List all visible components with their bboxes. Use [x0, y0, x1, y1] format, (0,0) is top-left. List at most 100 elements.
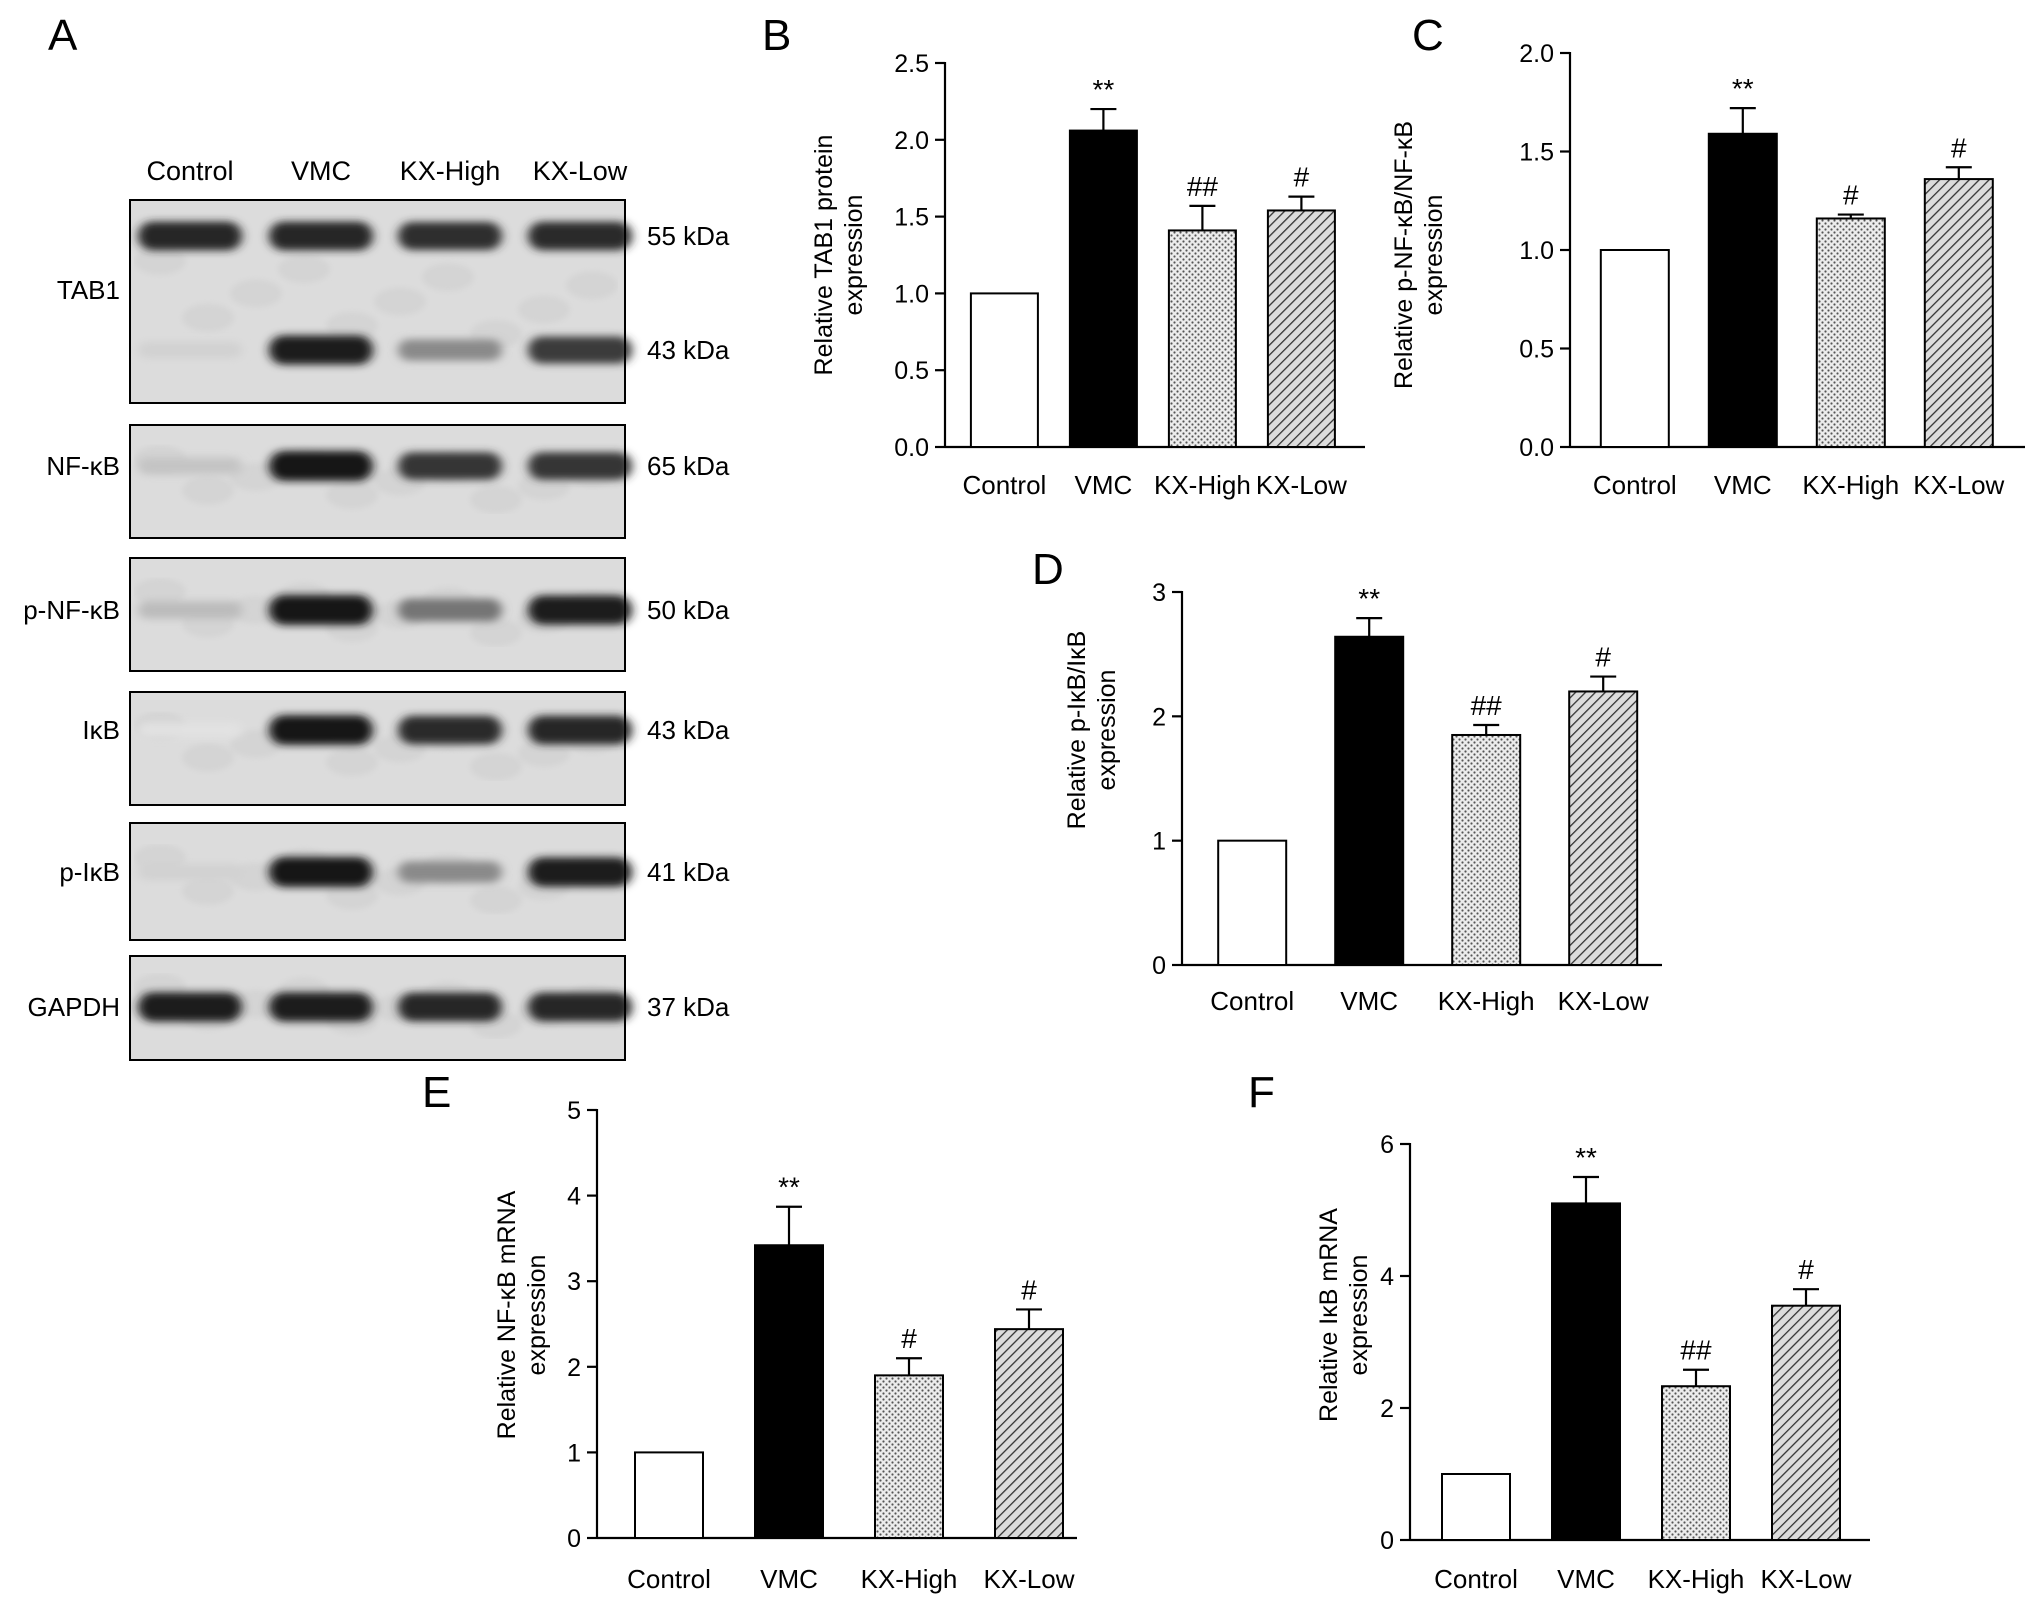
protein-band	[138, 457, 242, 475]
significance-mark: #	[1294, 162, 1310, 193]
y-tick-label: 1.0	[894, 280, 929, 308]
bar	[874, 1374, 944, 1539]
protein-band	[528, 595, 632, 625]
blot-smudge	[230, 462, 282, 491]
bar	[1068, 129, 1138, 448]
y-axis-label-line: Relative IκB mRNA	[1315, 1208, 1343, 1422]
blot-smudge	[326, 311, 378, 340]
blot-smudge	[230, 595, 282, 624]
bar	[969, 292, 1039, 448]
significance-mark: #	[1798, 1254, 1814, 1285]
bar-group: # KX-Low	[983, 1274, 1074, 1594]
blot-smudge	[182, 743, 234, 772]
blot-bands	[138, 595, 632, 625]
y-tick-label: 1	[1152, 828, 1166, 856]
x-tick-label: KX-Low	[983, 1564, 1074, 1594]
y-axis-label-line: expression	[840, 195, 868, 316]
protein-band	[398, 339, 502, 361]
bar	[1661, 1385, 1731, 1541]
blot-frame	[129, 955, 626, 1061]
protein-band	[138, 601, 242, 619]
panel-letter-b: B	[762, 11, 791, 60]
significance-mark: #	[1021, 1274, 1037, 1305]
blot-row	[129, 557, 632, 672]
bar-group: ** VMC	[754, 1172, 824, 1594]
x-tick-label: Control	[962, 470, 1046, 500]
blot-texture	[134, 246, 618, 348]
kda-label: 50 kDa	[647, 595, 730, 625]
y-tick-label: 3	[1152, 579, 1166, 607]
bar	[1451, 733, 1522, 966]
y-axis-label-line: expression	[1420, 195, 1448, 316]
chart-panel-b: B 0.0 0.5 1.0 1.5 2.0 2.5 Relative TAB1 protein…	[762, 11, 1365, 500]
protein-band	[138, 864, 242, 880]
blot-smudge	[134, 246, 186, 275]
blot-row	[129, 424, 632, 539]
bar-group: Control	[1434, 1473, 1518, 1594]
y-tick-label: 1.5	[894, 204, 929, 232]
bar-group: Control	[962, 292, 1046, 500]
blot-smudge	[518, 295, 570, 324]
bar	[1568, 690, 1639, 966]
blot-bands	[138, 857, 632, 887]
blot-smudge	[326, 481, 378, 510]
blot-bands	[138, 451, 632, 481]
y-axis-label-line: Relative p-NF-κB/NF-κB	[1390, 121, 1418, 389]
protein-label: p-NF-κB	[23, 595, 120, 625]
bar	[754, 1244, 824, 1540]
y-tick-label: 4	[1380, 1263, 1394, 1291]
x-tick-label: Control	[1593, 470, 1677, 500]
panel-letter-d: D	[1032, 545, 1064, 594]
x-tick-label: KX-High	[861, 1564, 958, 1594]
x-tick-label: VMC	[1075, 470, 1133, 500]
chart-panel-c: C 0.0 0.5 1.0 1.5 2.0 Relative p-NF-κB/NF-κBex…	[1390, 11, 2025, 500]
blot-smudge	[182, 876, 234, 905]
bar	[1167, 229, 1237, 448]
y-tick-label: 0.0	[1519, 434, 1554, 462]
panel-letter-c: C	[1412, 11, 1444, 60]
kda-label: 65 kDa	[647, 451, 730, 481]
y-axis-label: Relative p-NF-κB/NF-κBexpression	[1390, 121, 1448, 389]
y-axis-label: Relative TAB1 proteinexpression	[810, 135, 868, 376]
protein-band	[398, 221, 502, 251]
y-tick-label: 0	[567, 1525, 581, 1553]
blot-frame	[129, 424, 626, 539]
x-tick-label: Control	[1434, 1564, 1518, 1594]
x-tick-label: VMC	[1714, 470, 1772, 500]
blot-smudge	[326, 881, 378, 910]
x-tick-label: KX-Low	[1913, 470, 2004, 500]
bar-group: ## KX-High	[1438, 690, 1535, 1016]
significance-mark: #	[1951, 132, 1967, 163]
blot-smudge	[566, 271, 618, 300]
protein-band	[528, 857, 632, 887]
blot-smudge	[230, 729, 282, 758]
blot-row	[129, 955, 632, 1061]
protein-band	[398, 861, 502, 883]
blot-smudge	[134, 577, 186, 606]
significance-mark: #	[901, 1323, 917, 1354]
bar	[1599, 249, 1670, 448]
bar-group: # KX-High	[861, 1323, 958, 1594]
y-tick-label: 3	[567, 1268, 581, 1296]
lane-label: KX-Low	[533, 156, 628, 186]
kda-label: 41 kDa	[647, 857, 730, 887]
protein-band	[269, 451, 373, 481]
protein-band	[528, 452, 632, 480]
panel-letter-f: F	[1248, 1068, 1275, 1117]
significance-mark: **	[1358, 583, 1380, 614]
bar	[1771, 1304, 1841, 1541]
blot-smudge	[278, 255, 330, 284]
protein-band	[269, 595, 373, 625]
bar-group: ** VMC	[1551, 1142, 1621, 1594]
x-tick-label: Control	[627, 1564, 711, 1594]
bar-group: # KX-Low	[1256, 162, 1347, 500]
significance-mark: ##	[1680, 1335, 1712, 1366]
x-tick-label: KX-High	[1438, 986, 1535, 1016]
x-tick-label: Control	[1210, 986, 1294, 1016]
chart-panel-d: D 0 1 2 3 Relative p-IκB/IκBexpression Control…	[1032, 545, 1662, 1016]
lane-label: Control	[146, 156, 233, 186]
y-tick-label: 0.0	[894, 434, 929, 462]
lane-label: VMC	[291, 156, 351, 186]
bar-group: # KX-High	[1802, 180, 1899, 500]
